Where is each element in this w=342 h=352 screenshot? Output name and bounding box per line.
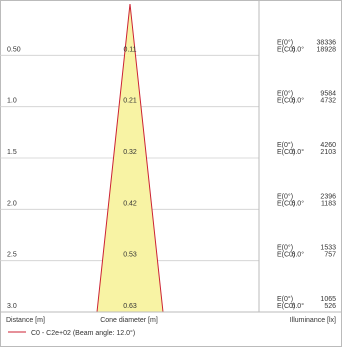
cone-diameter-label-4: 0.53 <box>123 252 137 259</box>
cone-diameter-label-0: 0.11 <box>123 46 136 53</box>
e-c0-value-1: 4732 <box>320 98 336 105</box>
cone-diameter-label-2: 0.32 <box>123 149 137 156</box>
e-c0-label-5: E(C0) <box>277 303 295 310</box>
legend-label: C0 - C2e+02 (Beam angle: 12.0°) <box>31 329 135 337</box>
angle-label-3: 6.0° <box>291 199 304 207</box>
cone-diameter-label-5: 0.63 <box>123 303 137 310</box>
e-c0-label-0: E(C0) <box>277 46 295 53</box>
e-c0-label-4: E(C0) <box>277 252 295 259</box>
distance-label-3: 2.0 <box>7 200 17 207</box>
distance-label-4: 2.5 <box>7 252 17 259</box>
e-center-value-2: 4260 <box>320 142 336 149</box>
e-c0-value-5: 526 <box>324 303 336 310</box>
cone-diameter-label-3: 0.42 <box>123 200 137 207</box>
e-c0-label-3: E(C0) <box>277 200 295 207</box>
angle-label-2: 6.0° <box>291 148 304 156</box>
e-c0-value-0: 18928 <box>317 46 337 53</box>
e-center-label-2: E(0°) <box>277 141 293 149</box>
e-center-label-0: E(0°) <box>277 38 293 46</box>
e-center-label-3: E(0°) <box>277 192 293 200</box>
e-center-value-3: 2396 <box>320 193 336 200</box>
e-center-value-0: 38336 <box>317 39 337 46</box>
e-center-value-4: 1533 <box>320 245 336 252</box>
e-c0-label-1: E(C0) <box>277 98 295 105</box>
distance-label-2: 1.5 <box>7 149 17 156</box>
distance-label-5: 3.0 <box>7 303 17 310</box>
e-center-value-5: 1065 <box>320 296 336 303</box>
distance-label-1: 1.0 <box>7 98 17 105</box>
e-c0-value-4: 757 <box>324 252 336 259</box>
e-center-label-4: E(0°) <box>277 244 293 252</box>
angle-label-0: 6.0° <box>291 45 304 53</box>
e-c0-value-2: 2103 <box>320 149 336 156</box>
illuminance-axis-label: Illuminance [lx] <box>290 317 336 324</box>
angle-label-4: 6.0° <box>291 251 304 259</box>
e-c0-label-2: E(C0) <box>277 149 295 156</box>
angle-label-1: 6.0° <box>291 97 304 105</box>
distance-label-0: 0.50 <box>7 46 21 53</box>
cone-diameter-label-1: 0.21 <box>123 98 137 105</box>
e-center-label-1: E(0°) <box>277 90 293 98</box>
cone-axis-label: Cone diameter [m] <box>100 317 158 324</box>
angle-label-5: 6.0° <box>291 302 304 310</box>
e-center-label-5: E(0°) <box>277 295 293 303</box>
e-c0-value-3: 1183 <box>321 200 336 207</box>
e-center-value-1: 9584 <box>320 91 336 98</box>
distance-axis-label: Distance [m] <box>6 317 45 324</box>
